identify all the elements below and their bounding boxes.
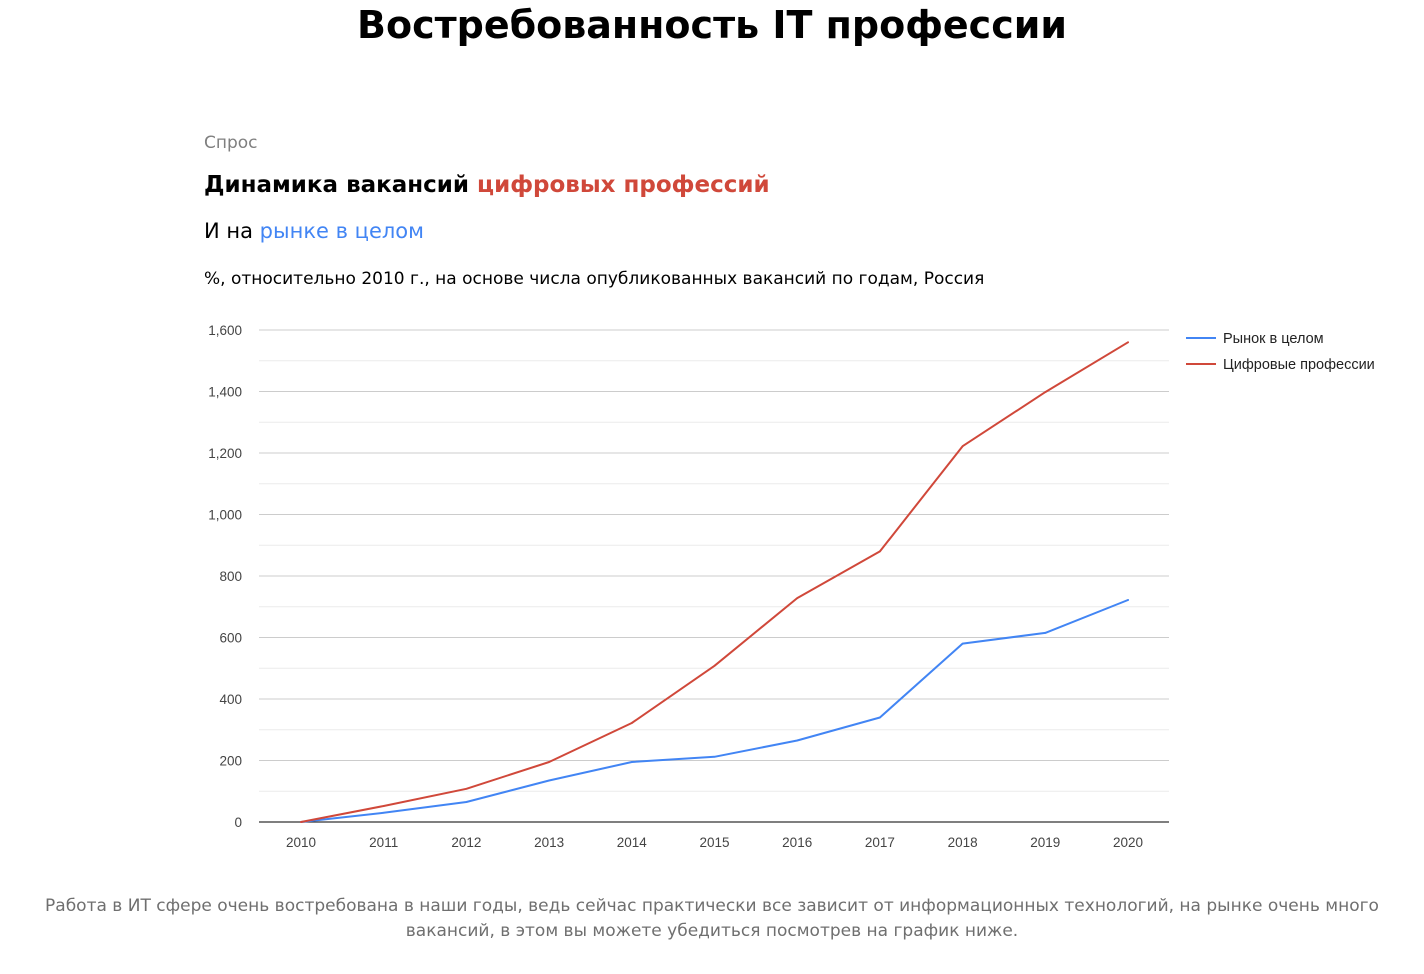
data-point bbox=[1127, 341, 1129, 344]
x-tick-label: 2018 bbox=[948, 835, 978, 850]
data-point bbox=[465, 787, 468, 790]
y-tick-label: 1,200 bbox=[208, 446, 242, 461]
x-tick-label: 2014 bbox=[617, 835, 648, 850]
y-tick-label: 1,000 bbox=[208, 508, 242, 523]
data-point bbox=[300, 821, 302, 823]
x-tick-label: 2011 bbox=[369, 835, 398, 850]
x-tick-label: 2013 bbox=[534, 835, 564, 850]
y-tick-label: 800 bbox=[219, 569, 242, 584]
data-point bbox=[382, 805, 385, 807]
subheadline-highlight: рынке в целом bbox=[259, 219, 424, 243]
x-tick-label: 2010 bbox=[286, 835, 316, 850]
x-tick-label: 2017 bbox=[865, 835, 895, 850]
data-point bbox=[1044, 391, 1047, 393]
data-point bbox=[548, 761, 550, 763]
data-point bbox=[1127, 599, 1129, 601]
series-line-1 bbox=[300, 599, 1129, 823]
chart-note: %, относительно 2010 г., на основе числа… bbox=[204, 269, 985, 289]
data-point bbox=[1044, 632, 1047, 634]
data-point bbox=[465, 801, 468, 803]
y-tick-label: 1,600 bbox=[208, 323, 242, 338]
series-line-2 bbox=[300, 341, 1129, 823]
data-point bbox=[961, 445, 964, 448]
data-point bbox=[879, 550, 881, 553]
data-point bbox=[796, 739, 798, 742]
y-tick-label: 1,400 bbox=[208, 385, 242, 400]
x-tick-label: 2012 bbox=[451, 835, 481, 850]
x-tick-label: 2016 bbox=[782, 835, 812, 850]
data-point bbox=[382, 811, 385, 814]
data-point bbox=[879, 716, 881, 719]
data-point bbox=[713, 664, 716, 667]
x-tick-label: 2019 bbox=[1030, 835, 1060, 850]
y-tick-label: 600 bbox=[219, 631, 242, 646]
x-tick-label: 2020 bbox=[1113, 835, 1143, 850]
data-point bbox=[713, 756, 716, 758]
chart-headline: Динамика вакансий цифровых профессий bbox=[204, 172, 770, 198]
data-point bbox=[961, 642, 964, 645]
data-point bbox=[631, 761, 633, 763]
legend-label: Цифровые профессии bbox=[1223, 357, 1375, 373]
headline-highlight: цифровых профессий bbox=[477, 172, 770, 198]
footer-text: Работа в ИТ сфере очень востребована в н… bbox=[45, 896, 1379, 941]
y-tick-label: 200 bbox=[219, 754, 242, 769]
page-title: Востребованность IT профессии bbox=[357, 3, 1067, 47]
data-point bbox=[548, 779, 550, 782]
data-point bbox=[796, 597, 798, 599]
headline-text: Динамика вакансий bbox=[204, 172, 478, 198]
chart-subheadline: И на рынке в целом bbox=[204, 219, 424, 243]
y-tick-label: 400 bbox=[219, 692, 242, 707]
section-kicker: Спрос bbox=[204, 133, 258, 153]
legend-label: Рынок в целом bbox=[1223, 331, 1324, 347]
data-point bbox=[631, 722, 633, 724]
y-tick-label: 0 bbox=[234, 815, 242, 830]
x-tick-label: 2015 bbox=[699, 835, 729, 850]
subheadline-text: И на bbox=[204, 219, 260, 243]
